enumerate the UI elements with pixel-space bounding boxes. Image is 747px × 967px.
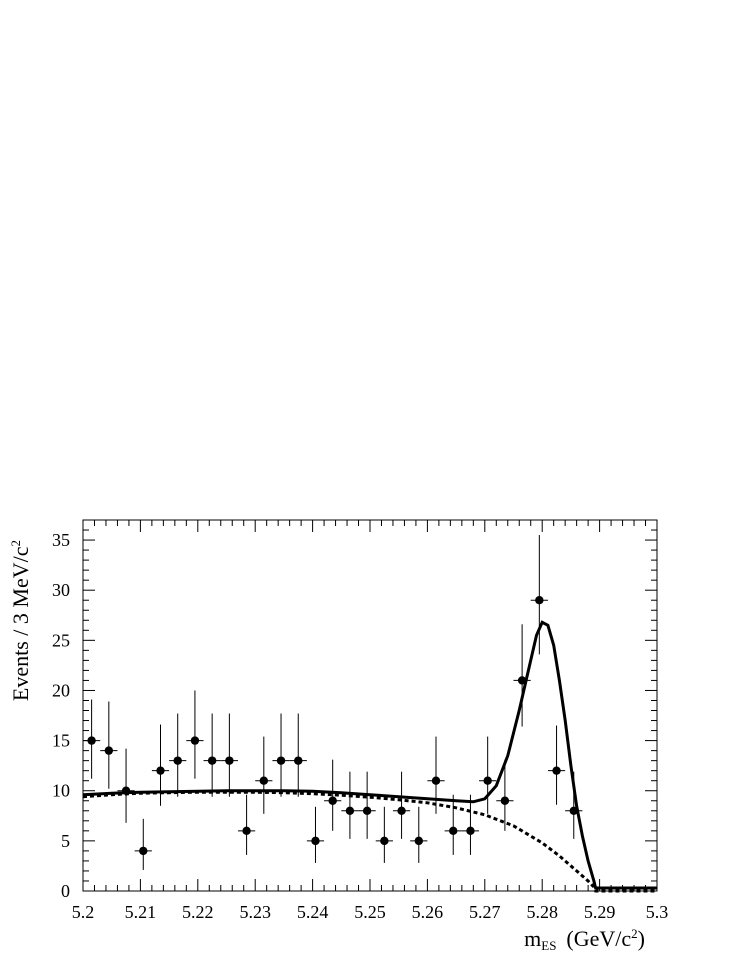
- x-tick-label: 5.25: [354, 902, 386, 922]
- data-point: [134, 818, 152, 870]
- x-axis-title-close: ): [638, 926, 645, 951]
- total-fit-curve: [82, 620, 657, 890]
- background-fit-curve: [82, 790, 657, 893]
- x-axis-title-sup: 2: [631, 926, 638, 941]
- x-tick-label: 5.2: [72, 902, 95, 922]
- y-tick-label: 5: [61, 831, 70, 851]
- data-point: [444, 794, 462, 855]
- data-point: [272, 713, 290, 797]
- data-point: [410, 806, 428, 863]
- data-marker: [294, 756, 303, 765]
- data-point: [427, 736, 445, 814]
- axis-ticks: [82, 519, 658, 892]
- data-point: [117, 748, 135, 823]
- data-point: [203, 713, 221, 797]
- x-axis-title-main: m: [524, 926, 541, 951]
- data-marker: [87, 736, 96, 745]
- x-tick-label: 5.21: [125, 902, 157, 922]
- y-tick-label: 30: [52, 580, 70, 600]
- y-tick-label: 35: [52, 530, 70, 550]
- data-marker: [380, 836, 389, 846]
- x-axis-title: mES (GeV/c2): [524, 926, 645, 953]
- data-marker: [207, 756, 217, 765]
- data-point: [100, 701, 118, 789]
- data-point: [83, 699, 101, 779]
- data-point: [324, 759, 342, 831]
- data-marker: [362, 806, 372, 815]
- data-point: [169, 713, 187, 797]
- data-marker: [259, 776, 269, 785]
- data-point: [479, 736, 497, 814]
- data-point: [306, 806, 325, 863]
- data-point: [289, 713, 307, 797]
- y-tick-label: 20: [52, 680, 70, 700]
- data-marker: [139, 846, 148, 856]
- data-marker: [345, 806, 355, 815]
- x-tick-label: 5.22: [182, 902, 214, 922]
- data-marker: [483, 776, 492, 785]
- data-marker: [431, 776, 441, 785]
- data-marker: [552, 766, 561, 775]
- data-point: [237, 794, 256, 855]
- data-point: [513, 624, 531, 727]
- y-tick-label: 0: [61, 881, 70, 901]
- y-tick-labels: 0 5 10 15 20 25 30 35: [52, 530, 70, 901]
- data-marker: [569, 806, 578, 815]
- plot-frame: [82, 519, 658, 892]
- data-point: [255, 736, 273, 814]
- data-marker: [225, 756, 234, 765]
- data-points: [83, 535, 583, 870]
- data-point: [461, 794, 480, 855]
- data-point: [496, 759, 514, 831]
- x-tick-label: 5.26: [412, 902, 444, 922]
- x-tick-label: 5.27: [469, 902, 501, 922]
- data-marker: [311, 836, 320, 846]
- data-marker: [276, 756, 286, 765]
- data-point: [358, 771, 376, 839]
- data-marker: [397, 806, 406, 815]
- data-marker: [242, 826, 251, 836]
- data-marker: [104, 746, 114, 755]
- data-point: [186, 690, 204, 779]
- data-marker: [121, 786, 131, 795]
- data-marker: [156, 766, 165, 775]
- x-tick-label: 5.23: [239, 902, 271, 922]
- x-tick-label: 5.29: [584, 902, 616, 922]
- data-marker: [328, 796, 337, 805]
- data-point: [151, 724, 170, 806]
- data-marker: [466, 826, 475, 836]
- data-marker: [173, 756, 182, 765]
- x-axis-title-sub: ES: [541, 938, 556, 953]
- y-axis-title: Events / 3 MeV/c2: [8, 540, 33, 701]
- data-point: [392, 771, 411, 839]
- y-axis-title-sup: 2: [8, 540, 23, 547]
- data-marker: [190, 736, 200, 745]
- y-tick-label: 15: [52, 731, 70, 751]
- x-axis-title-unit: (GeV/c: [566, 926, 631, 951]
- data-marker: [535, 596, 544, 605]
- x-tick-label: 5.28: [526, 902, 558, 922]
- data-point: [530, 535, 548, 655]
- data-point: [341, 771, 359, 839]
- data-marker: [517, 676, 527, 685]
- y-tick-label: 10: [52, 781, 70, 801]
- data-point: [565, 771, 583, 839]
- data-point: [220, 713, 238, 797]
- y-axis-title-main: Events / 3 MeV/c: [8, 546, 33, 701]
- data-point: [547, 725, 566, 805]
- x-tick-label: 5.24: [297, 902, 329, 922]
- data-marker: [414, 836, 423, 846]
- x-tick-label: 5.3: [646, 902, 669, 922]
- data-point: [375, 806, 393, 863]
- data-marker: [500, 796, 510, 805]
- data-marker: [449, 826, 458, 836]
- x-tick-labels: 5.2 5.21 5.22 5.23 5.24 5.25 5.26 5.27 5.28 5.29 5…: [72, 902, 669, 922]
- y-tick-label: 25: [52, 630, 70, 650]
